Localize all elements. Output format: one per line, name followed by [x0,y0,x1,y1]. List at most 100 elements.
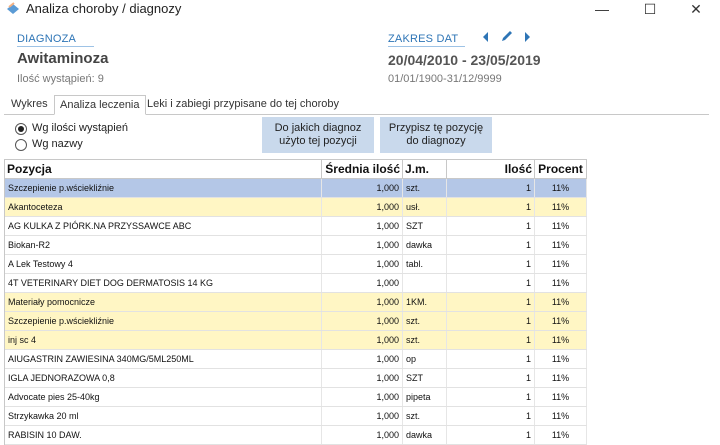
table-row[interactable]: IGLA JEDNORAZOWA 0,8 1,000 SZT 1 11% [5,369,587,388]
cell-pozycja: Akantoceteza [5,198,322,216]
cell-ilosc: 1 [447,198,535,216]
edit-pencil-icon[interactable] [500,29,514,43]
cell-srednia: 1,000 [322,407,403,425]
cell-pozycja: RABISIN 10 DAW. [5,426,322,444]
cell-srednia: 1,000 [322,274,403,292]
cell-pozycja: AIUGASTRIN ZAWIESINA 340MG/5ML250ML [5,350,322,368]
cell-jm: pipeta [403,388,447,406]
col-procent[interactable]: Procent [535,160,587,178]
cell-srednia: 1,000 [322,255,403,273]
table-body: Szczepienie p.wściekliźnie 1,000 szt. 1 11% A… [5,179,587,445]
table-row[interactable]: Akantoceteza 1,000 usł. 1 11% [5,198,587,217]
cell-srednia: 1,000 [322,198,403,216]
table-header: Pozycja Średnia ilość J.m. Ilość Procent [5,159,587,179]
minimize-button[interactable]: — [595,1,609,17]
col-pozycja[interactable]: Pozycja [5,160,322,178]
date-range-sub: 01/01/1900-31/12/9999 [388,73,502,85]
cell-ilosc: 1 [447,350,535,368]
diagnosis-label: DIAGNOZA [17,33,77,45]
table-row[interactable]: Materiały pomocnicze 1,000 1KM. 1 11% [5,293,587,312]
cell-procent: 11% [535,293,587,311]
cell-srednia: 1,000 [322,331,403,349]
close-button[interactable]: ✕ [690,1,702,17]
tab-wykres[interactable]: Wykres [11,98,48,110]
next-arrow-icon[interactable] [521,31,533,43]
table-row[interactable]: AIUGASTRIN ZAWIESINA 340MG/5ML250ML 1,000… [5,350,587,369]
cell-pozycja: AG KULKA Z PIÓRK.NA PRZYSSAWCE ABC [5,217,322,235]
cell-jm: SZT [403,217,447,235]
cell-srednia: 1,000 [322,369,403,387]
cell-jm: op [403,350,447,368]
cell-jm: szt. [403,179,447,197]
table-row[interactable]: AG KULKA Z PIÓRK.NA PRZYSSAWCE ABC 1,000 S… [5,217,587,236]
cell-jm: 1KM. [403,293,447,311]
app-icon [7,2,19,14]
cell-jm: dawka [403,426,447,444]
cell-srednia: 1,000 [322,236,403,254]
cell-srednia: 1,000 [322,179,403,197]
table-row[interactable]: Biokan-R2 1,000 dawka 1 11% [5,236,587,255]
cell-srednia: 1,000 [322,312,403,330]
date-range-main: 20/04/2010 - 23/05/2019 [388,52,541,68]
tab-bar: Wykres Analiza leczenia Leki i zabiegi p… [4,95,709,115]
radio-by-name-label: Wg nazwy [32,138,83,150]
tab-analiza-leczenia[interactable]: Analiza leczenia [54,95,146,115]
cell-ilosc: 1 [447,407,535,425]
diagnosis-name: Awitaminoza [17,50,109,67]
cell-ilosc: 1 [447,274,535,292]
cell-pozycja: 4T VETERINARY DIET DOG DERMATOSIS 14 KG [5,274,322,292]
cell-jm: szt. [403,331,447,349]
radio-by-count-label: Wg ilości wystąpień [32,122,128,134]
cell-pozycja: A Lek Testowy 4 [5,255,322,273]
table-row[interactable]: A Lek Testowy 4 1,000 tabl. 1 11% [5,255,587,274]
table-row[interactable]: 4T VETERINARY DIET DOG DERMATOSIS 14 KG 1… [5,274,587,293]
cell-jm: dawka [403,236,447,254]
col-ilosc[interactable]: Ilość [447,160,535,178]
treatment-table: Pozycja Średnia ilość J.m. Ilość Procent… [4,159,587,445]
table-row[interactable]: inj sc 4 1,000 szt. 1 11% [5,331,587,350]
cell-jm: usł. [403,198,447,216]
cell-srednia: 1,000 [322,217,403,235]
date-range-divider [388,46,465,47]
assign-to-diagnosis-button[interactable]: Przypisz tę pozycję do diagnozy [380,117,492,153]
table-row[interactable]: RABISIN 10 DAW. 1,000 dawka 1 11% [5,426,587,445]
cell-jm: SZT [403,369,447,387]
table-row[interactable]: Szczepienie p.wściekliźnie 1,000 szt. 1 11% [5,179,587,198]
cell-procent: 11% [535,407,587,425]
cell-pozycja: Biokan-R2 [5,236,322,254]
cell-srednia: 1,000 [322,350,403,368]
date-range-label: ZAKRES DAT [388,33,459,45]
cell-ilosc: 1 [447,369,535,387]
cell-procent: 11% [535,312,587,330]
radio-by-count[interactable] [15,123,27,135]
cell-ilosc: 1 [447,293,535,311]
table-row[interactable]: Strzykawka 20 ml 1,000 szt. 1 11% [5,407,587,426]
maximize-button[interactable]: ☐ [643,1,657,17]
cell-srednia: 1,000 [322,426,403,444]
col-jm[interactable]: J.m. [403,160,447,178]
prev-arrow-icon[interactable] [480,31,492,43]
assign-to-diagnosis-button-label: Przypisz tę pozycję do diagnozy [388,122,484,147]
window-title: Analiza choroby / diagnozy [26,1,182,16]
cell-pozycja: Strzykawka 20 ml [5,407,322,425]
cell-pozycja: Szczepienie p.wściekliźnie [5,312,322,330]
cell-ilosc: 1 [447,388,535,406]
tab-leki-i-zabiegi[interactable]: Leki i zabiegi przypisane do tej choroby [147,98,340,110]
table-row[interactable]: Szczepienie p.wściekliźnie 1,000 szt. 1 11% [5,312,587,331]
cell-procent: 11% [535,198,587,216]
cell-jm: szt. [403,312,447,330]
which-diagnoses-button[interactable]: Do jakich diagnoz użyto tej pozycji [262,117,374,153]
cell-procent: 11% [535,350,587,368]
radio-by-name[interactable] [15,139,27,151]
cell-procent: 11% [535,179,587,197]
which-diagnoses-button-label: Do jakich diagnoz użyto tej pozycji [274,122,362,147]
cell-procent: 11% [535,331,587,349]
cell-jm [403,274,447,292]
title-bar: Analiza choroby / diagnozy — ☐ ✕ [0,0,720,20]
cell-ilosc: 1 [447,331,535,349]
cell-ilosc: 1 [447,217,535,235]
col-srednia-ilosc[interactable]: Średnia ilość [322,160,403,178]
cell-pozycja: Advocate pies 25-40kg [5,388,322,406]
table-row[interactable]: Advocate pies 25-40kg 1,000 pipeta 1 11% [5,388,587,407]
diagnosis-count: Ilość wystąpień: 9 [17,73,104,85]
